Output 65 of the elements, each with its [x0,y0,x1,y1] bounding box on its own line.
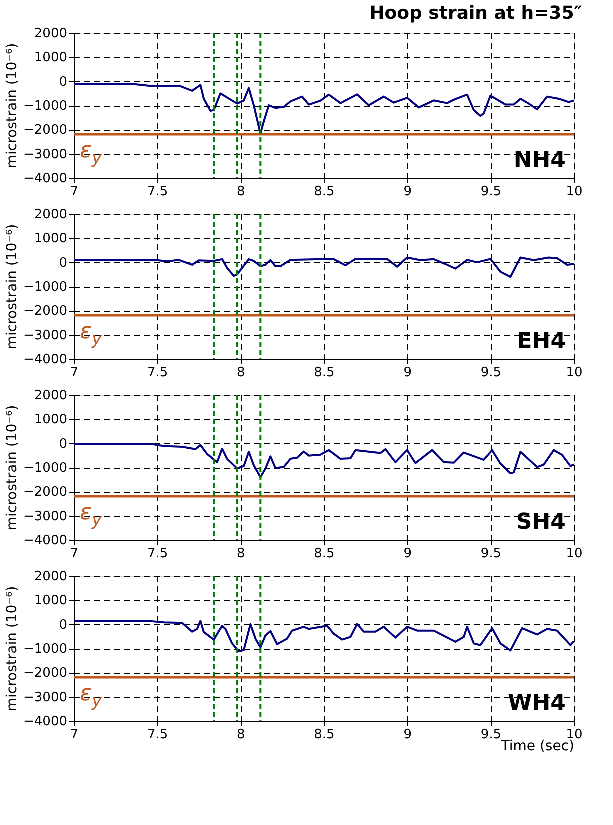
y-tick-label: −1000 [24,99,68,114]
y-axis-title: microstrain (10⁻⁶) [4,586,21,712]
x-tick-label: 9.5 [480,546,502,562]
x-tick-label: 8.5 [314,728,335,742]
x-tick-label: 7.5 [147,728,168,742]
annotation: WH4 [508,691,566,716]
x-tick-label: 10 [566,184,583,200]
y-axis-title: microstrain (10⁻⁶) [4,43,21,169]
y-tick-label: 1000 [34,232,68,247]
y-tick-label: −4000 [24,172,68,186]
y-tick-label: −2000 [24,304,68,320]
y-tick-label: −3000 [24,690,68,706]
x-tick-label: 7 [70,366,79,380]
x-tick-label: 7 [70,728,79,742]
x-tick-label: 9 [404,546,412,562]
y-tick-label: 1000 [34,412,68,428]
x-tick-label: 10 [566,366,583,380]
y-tick-label: 2000 [34,208,68,222]
y-tick-label: −1000 [24,642,68,657]
y-axis-title: microstrain (10⁻⁶) [4,224,21,350]
x-tick-label: 9 [404,728,412,742]
y-axis-title: microstrain (10⁻⁶) [4,405,21,531]
chart-title: Hoop strain at h=35″ [370,3,582,24]
y-tick-label: −2000 [24,123,68,138]
x-tick-label: 7.5 [147,546,168,562]
y-tick-label: −3000 [24,328,68,344]
y-tick-label: −4000 [24,714,68,730]
annotation: NH4 [514,148,566,173]
y-tick-label: −1000 [24,280,68,295]
y-tick-label: 2000 [34,388,68,404]
x-tick-label: 9.5 [480,366,502,380]
x-tick-label: 8.5 [314,546,335,562]
y-tick-label: 0 [59,256,68,271]
x-tick-label: 9.5 [480,184,502,200]
y-tick-label: −2000 [24,666,68,682]
y-tick-label: 2000 [34,570,68,584]
x-tick-label: 8 [237,728,246,742]
y-tick-label: −1000 [24,461,68,476]
y-tick-label: 0 [59,436,68,452]
y-tick-label: −3000 [24,509,68,524]
x-tick-label: 7.5 [147,366,168,380]
x-tick-label: 8.5 [314,366,335,380]
y-tick-label: 0 [59,74,68,90]
x-tick-label: 9 [404,184,412,200]
x-tick-label: 9.5 [480,728,502,742]
x-tick-label: 9 [404,366,412,380]
annotation: SH4 [516,510,566,535]
y-tick-label: 1000 [34,594,68,609]
annotation: EH4 [517,329,566,354]
y-tick-label: 2000 [34,26,68,42]
x-tick-label: 8 [237,546,246,562]
y-tick-label: −3000 [24,147,68,162]
y-tick-label: 0 [59,618,68,633]
x-tick-label: 7.5 [147,184,168,200]
x-tick-label: 7 [70,184,79,200]
x-tick-label: 7 [70,546,79,562]
y-tick-label: −2000 [24,485,68,500]
x-tick-label: 10 [566,546,583,562]
y-tick-label: −4000 [24,534,68,548]
y-tick-label: 1000 [34,50,68,66]
x-tick-label: 8 [237,366,246,380]
x-tick-label: 8.5 [314,184,335,200]
x-axis-title: Time (sec) [500,738,574,754]
y-tick-label: −4000 [24,352,68,368]
x-tick-label: 8 [237,184,246,200]
